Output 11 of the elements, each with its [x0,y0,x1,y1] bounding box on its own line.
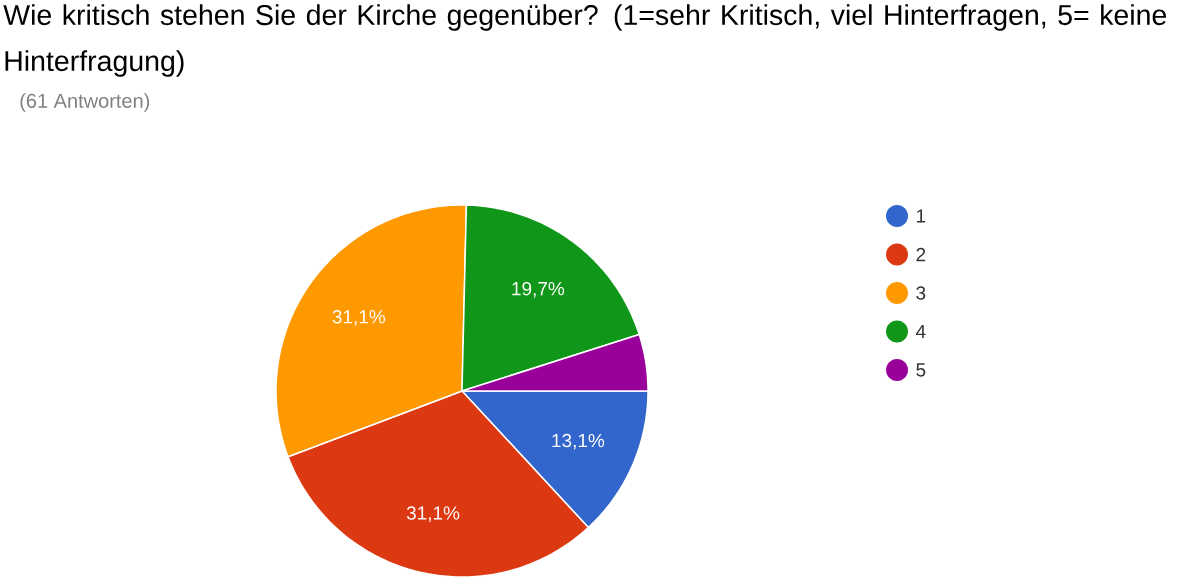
legend-label: 1 [916,209,926,223]
legend-label: 4 [915,324,926,339]
legend-label: 2 [916,247,926,262]
data-label: 13,1% [552,433,605,450]
legend-label: 5 [916,363,926,377]
data-label: 19,7% [512,281,565,298]
chart-title: Wie kritisch stehen Sie der Kirche gegenüber? (1=sehr Kritisch, viel Hinterfragen, 5= keine Hinterfragung) [3,4,1167,77]
legend-label: 3 [916,286,926,300]
data-label: 31,1% [332,310,386,326]
data-label: 31,1% [406,506,460,522]
text: (61 Antworten) [20,93,150,112]
